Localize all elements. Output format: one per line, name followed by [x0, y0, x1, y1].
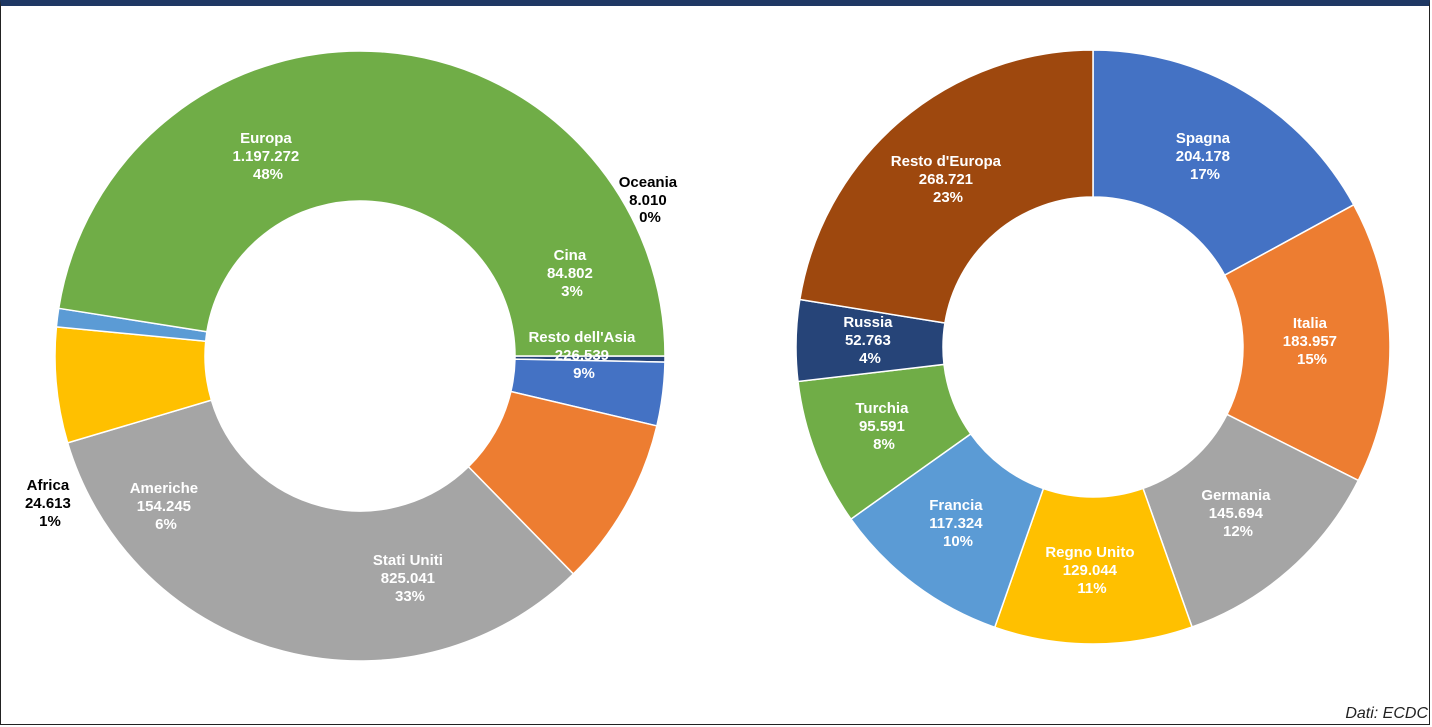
label-resto-europa: Resto d'Europa 268.721 23% [891, 153, 1005, 206]
source-note: Dati: ECDC [1345, 705, 1428, 722]
label-regno-unito: Regno Unito 129.044 11% [1045, 544, 1138, 597]
donut-chart-world [54, 50, 666, 662]
label-francia: Francia 117.324 10% [929, 497, 987, 550]
label-italia: Italia 183.957 15% [1283, 315, 1341, 368]
donut-chart-europe [795, 49, 1391, 645]
label-turchia: Turchia 95.591 8% [855, 400, 912, 453]
label-europa: Europa 1.197.272 48% [233, 130, 304, 183]
label-germania: Germania 145.694 12% [1201, 487, 1274, 540]
label-africa: Africa 24.613 1% [25, 477, 75, 530]
label-oceania: Oceania 8.010 0% [619, 174, 682, 226]
label-resto-asia: Resto dell'Asia 226.539 9% [528, 329, 639, 382]
label-stati-uniti: Stati Uniti 825.041 33% [373, 552, 447, 605]
label-spagna: Spagna 204.178 17% [1176, 130, 1234, 183]
label-americhe: Americhe 154.245 6% [130, 480, 203, 533]
slice-stati-uniti [66, 399, 575, 662]
label-russia: Russia 52.763 4% [843, 314, 896, 367]
slice-spagna [1092, 49, 1355, 277]
slice-italia [1223, 203, 1391, 482]
slice-regno-unito [993, 487, 1194, 645]
slice-europa [57, 50, 666, 357]
slice-resto-d-europa [798, 49, 1094, 324]
label-cina: Cina 84.802 3% [547, 247, 597, 300]
